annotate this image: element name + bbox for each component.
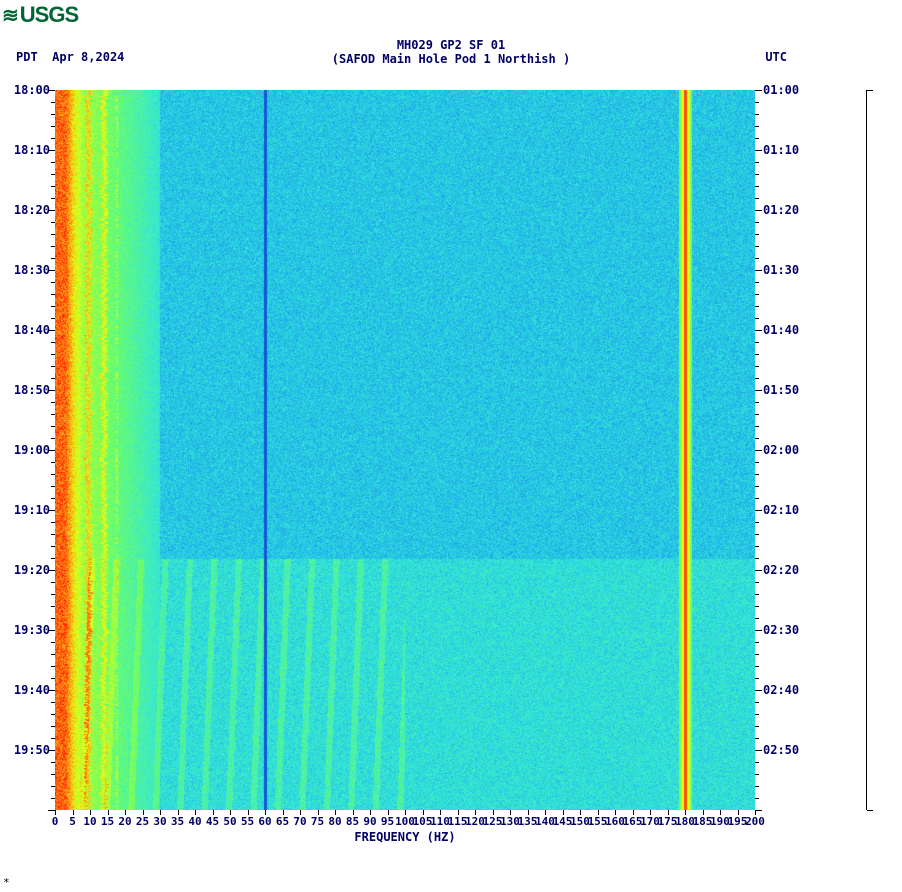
x-tick: 20 <box>118 815 131 828</box>
y-left-tick: 18:50 <box>14 383 50 397</box>
pdt-date-label: PDT Apr 8,2024 <box>16 50 124 64</box>
y-left-tick: 19:10 <box>14 503 50 517</box>
y-left-tick-marks <box>48 90 55 810</box>
y-left-tick: 19:50 <box>14 743 50 757</box>
y-left-tick-labels: 18:0018:1018:2018:3018:4018:5019:0019:10… <box>0 90 55 810</box>
spectrogram-canvas <box>55 90 755 810</box>
x-tick: 45 <box>206 815 219 828</box>
y-right-tick: 02:50 <box>763 743 799 757</box>
y-left-tick: 18:30 <box>14 263 50 277</box>
x-tick: 0 <box>52 815 59 828</box>
y-right-tick: 01:00 <box>763 83 799 97</box>
y-right-tick: 02:10 <box>763 503 799 517</box>
colorbar-line <box>866 90 867 810</box>
y-right-tick-marks <box>755 90 762 810</box>
y-right-tick: 02:30 <box>763 623 799 637</box>
x-tick: 15 <box>101 815 114 828</box>
x-tick: 80 <box>328 815 341 828</box>
y-left-tick: 19:30 <box>14 623 50 637</box>
y-right-tick: 02:00 <box>763 443 799 457</box>
x-tick: 75 <box>311 815 324 828</box>
footer-mark: * <box>3 876 10 889</box>
x-tick: 55 <box>241 815 254 828</box>
y-left-tick: 18:20 <box>14 203 50 217</box>
y-right-tick: 01:30 <box>763 263 799 277</box>
logo-text: USGS <box>20 2 78 27</box>
colorbar-tick-top <box>867 90 873 91</box>
y-left-tick: 19:00 <box>14 443 50 457</box>
colorbar-tick-bottom <box>867 810 873 811</box>
usgs-logo: ≋USGS <box>2 2 78 28</box>
x-axis-label: FREQUENCY (HZ) <box>55 830 755 844</box>
x-tick: 85 <box>346 815 359 828</box>
x-tick: 10 <box>83 815 96 828</box>
y-left-tick: 18:00 <box>14 83 50 97</box>
x-tick: 70 <box>293 815 306 828</box>
pdt-date: Apr 8,2024 <box>52 50 124 64</box>
x-tick: 50 <box>223 815 236 828</box>
y-right-tick: 02:40 <box>763 683 799 697</box>
y-right-tick: 01:10 <box>763 143 799 157</box>
utc-tz-label: UTC <box>765 50 787 64</box>
x-tick: 65 <box>276 815 289 828</box>
y-left-tick: 18:40 <box>14 323 50 337</box>
wave-icon: ≋ <box>2 3 18 28</box>
y-right-tick: 01:40 <box>763 323 799 337</box>
y-right-tick-labels: 01:0001:1001:2001:3001:4001:5002:0002:10… <box>755 90 815 810</box>
x-tick: 25 <box>136 815 149 828</box>
x-tick: 30 <box>153 815 166 828</box>
y-right-tick: 01:20 <box>763 203 799 217</box>
x-tick: 90 <box>363 815 376 828</box>
x-tick: 35 <box>171 815 184 828</box>
x-tick: 5 <box>69 815 76 828</box>
y-left-tick: 18:10 <box>14 143 50 157</box>
x-tick: 40 <box>188 815 201 828</box>
pdt-tz: PDT <box>16 50 38 64</box>
spectrogram-plot <box>55 90 755 810</box>
x-tick: 95 <box>381 815 394 828</box>
y-left-tick: 19:20 <box>14 563 50 577</box>
x-tick: 200 <box>745 815 765 828</box>
x-tick: 60 <box>258 815 271 828</box>
y-left-tick: 19:40 <box>14 683 50 697</box>
y-right-tick: 02:20 <box>763 563 799 577</box>
y-right-tick: 01:50 <box>763 383 799 397</box>
